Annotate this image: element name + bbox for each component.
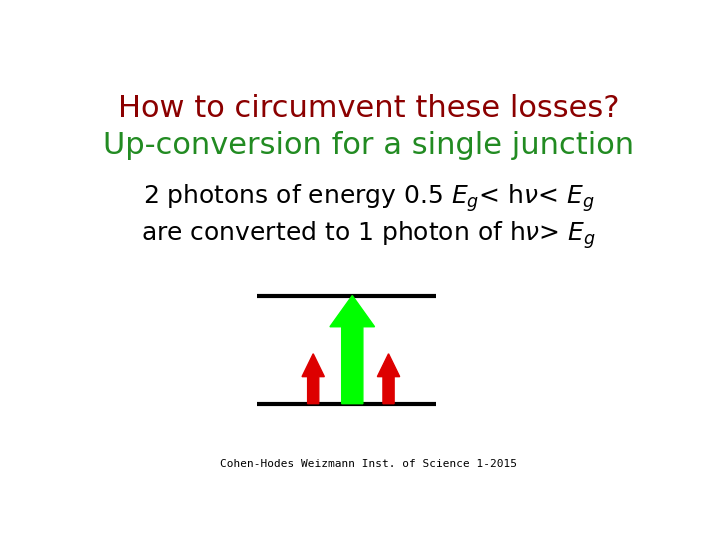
Text: Cohen-Hodes Weizmann Inst. of Science 1-2015: Cohen-Hodes Weizmann Inst. of Science 1-… xyxy=(220,459,518,469)
Text: Up-conversion for a single junction: Up-conversion for a single junction xyxy=(104,131,634,160)
FancyArrow shape xyxy=(330,295,374,404)
FancyArrow shape xyxy=(377,354,400,404)
Text: How to circumvent these losses?: How to circumvent these losses? xyxy=(118,94,620,123)
Text: 2 photons of energy 0.5 $E_g$< h$\nu$< $E_g$: 2 photons of energy 0.5 $E_g$< h$\nu$< $… xyxy=(143,182,595,214)
Text: are converted to 1 photon of h$\nu$> $E_g$: are converted to 1 photon of h$\nu$> $E_… xyxy=(141,219,597,251)
FancyArrow shape xyxy=(302,354,324,404)
